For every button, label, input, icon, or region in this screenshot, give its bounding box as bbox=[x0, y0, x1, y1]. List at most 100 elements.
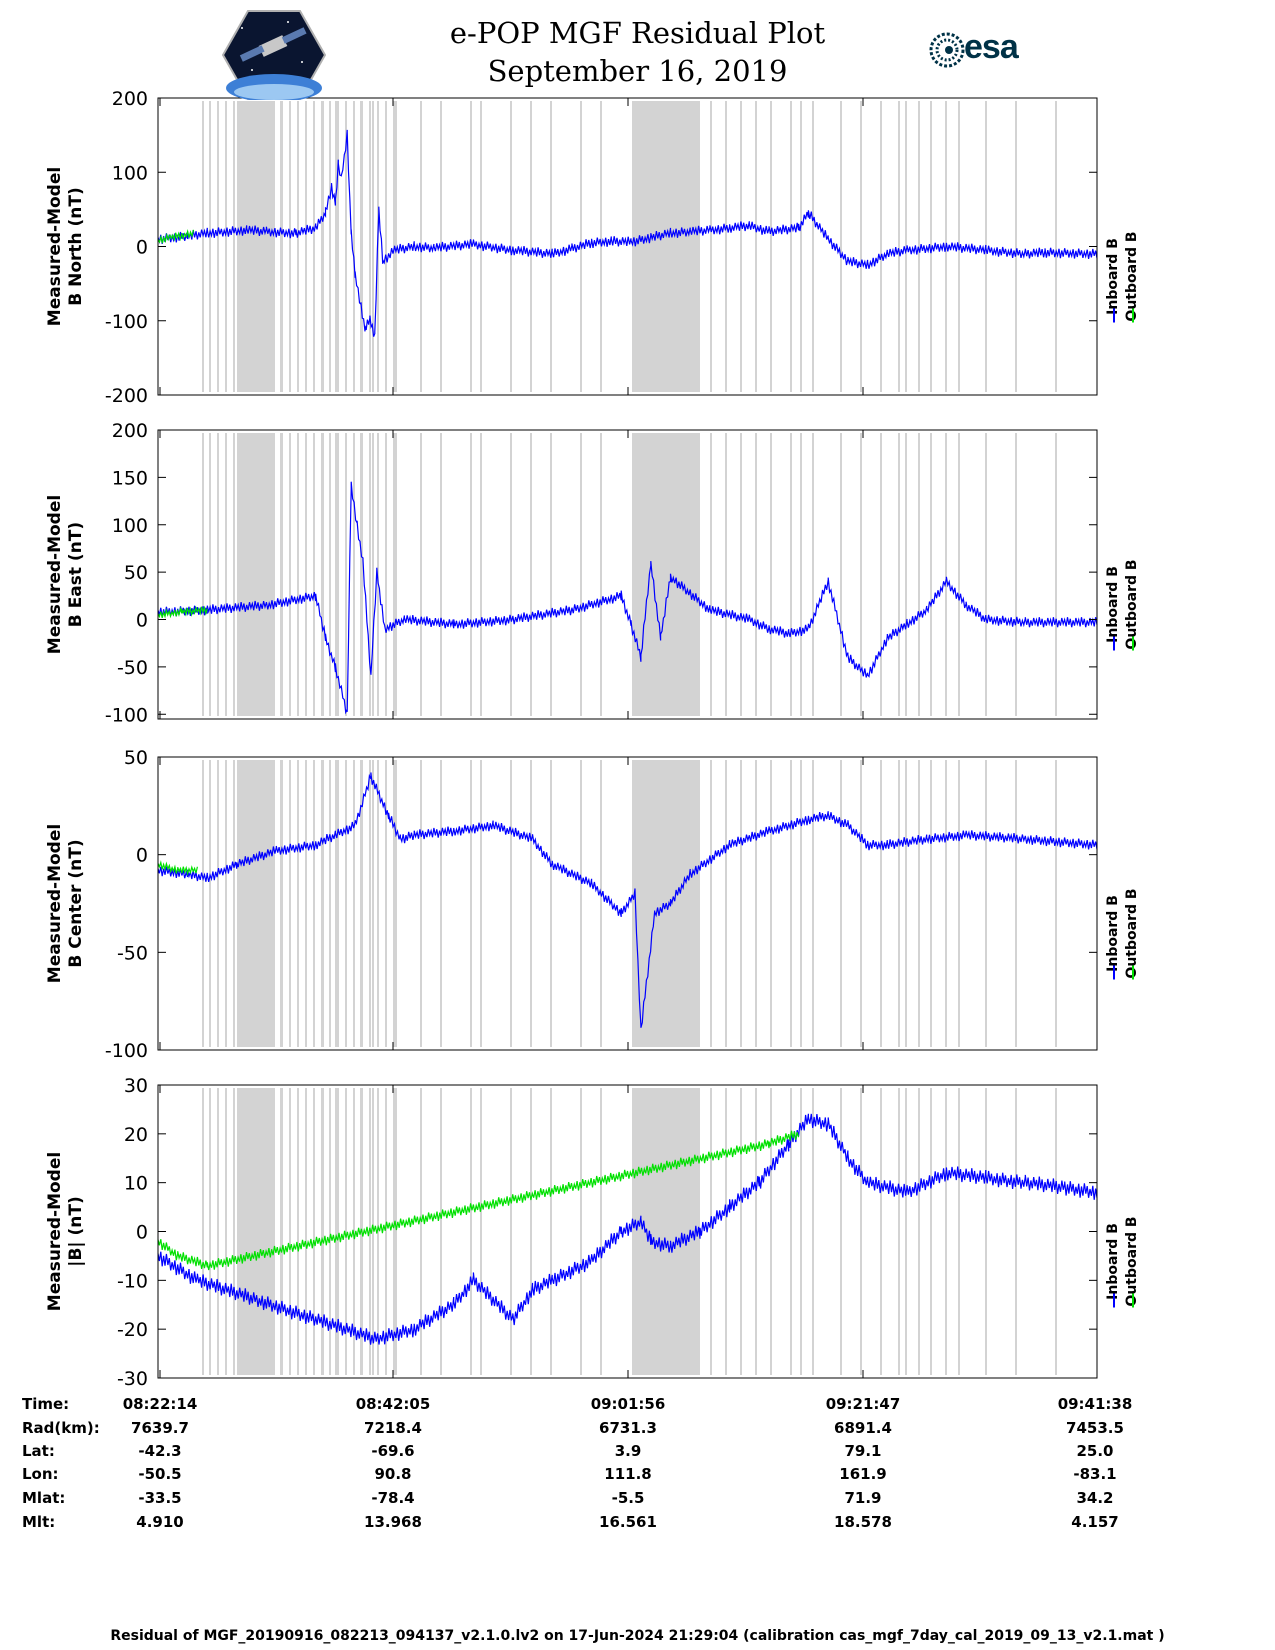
legend-inboard-label: Inboard B bbox=[1105, 566, 1121, 643]
data-gap-stripe bbox=[755, 433, 757, 716]
y-axis-label: Measured-ModelB East (nT) bbox=[45, 495, 86, 654]
data-gap-stripe bbox=[280, 760, 282, 1047]
data-gap-stripe bbox=[313, 1088, 315, 1375]
data-gap-stripe bbox=[369, 101, 371, 392]
data-gap-stripe bbox=[329, 1088, 331, 1375]
data-gap-stripe bbox=[898, 433, 900, 716]
data-gap-stripe bbox=[329, 760, 331, 1047]
data-gap-stripe bbox=[945, 433, 947, 716]
y-axis-label-line: Measured-Model bbox=[45, 824, 65, 983]
data-gap-stripe bbox=[233, 101, 235, 392]
table-cell: 90.8 bbox=[374, 1465, 411, 1483]
data-gap-block bbox=[237, 433, 273, 716]
data-gap-stripe bbox=[345, 101, 347, 392]
data-gap-stripe bbox=[322, 433, 324, 716]
data-gap-stripe bbox=[305, 101, 307, 392]
data-gap-stripe bbox=[945, 1088, 947, 1375]
data-gap-stripe bbox=[329, 433, 331, 716]
data-gap-stripe bbox=[740, 1088, 742, 1375]
data-gap-stripe bbox=[510, 101, 512, 392]
data-gap-stripe bbox=[372, 433, 374, 716]
data-gap-stripe bbox=[790, 101, 792, 392]
data-gap-stripe bbox=[225, 101, 227, 392]
legend-inboard-label: Inboard B bbox=[1105, 1223, 1121, 1300]
table-cell: 7218.4 bbox=[364, 1419, 422, 1437]
data-gap-stripe bbox=[550, 1088, 552, 1375]
data-gap-stripe bbox=[440, 433, 442, 716]
inboard-series-line bbox=[157, 772, 1098, 1028]
data-gap-stripe bbox=[790, 433, 792, 716]
table-cell: 13.968 bbox=[364, 1513, 422, 1531]
y-tick-label: 0 bbox=[136, 237, 148, 259]
y-tick-label: 50 bbox=[124, 747, 148, 769]
table-row-label: Lat: bbox=[22, 1442, 55, 1460]
table-cell: 79.1 bbox=[844, 1442, 881, 1460]
data-gap-stripe bbox=[958, 760, 960, 1047]
y-tick-label: -50 bbox=[117, 942, 148, 964]
data-gap-stripe bbox=[337, 101, 339, 392]
data-gap-stripe bbox=[1015, 101, 1017, 392]
data-gap-stripe bbox=[289, 760, 291, 1047]
data-gap-stripe bbox=[840, 433, 842, 716]
data-gap-stripe bbox=[918, 433, 920, 716]
data-gap-stripe bbox=[918, 760, 920, 1047]
data-gap-stripe bbox=[945, 760, 947, 1047]
data-gap-stripe bbox=[280, 101, 282, 392]
data-gap-stripe bbox=[770, 101, 772, 392]
data-gap-stripe bbox=[770, 760, 772, 1047]
data-gap-stripe bbox=[289, 1088, 291, 1375]
data-gap-stripe bbox=[470, 101, 472, 392]
data-gap-stripe bbox=[880, 101, 882, 392]
data-gap-stripe bbox=[395, 101, 397, 392]
y-tick-label: 100 bbox=[112, 162, 148, 184]
data-gap-stripe bbox=[305, 433, 307, 716]
data-gap-stripe bbox=[305, 760, 307, 1047]
data-gap-stripe bbox=[710, 433, 712, 716]
data-gap-stripe bbox=[898, 101, 900, 392]
data-gap-stripe bbox=[225, 1088, 227, 1375]
panel-4: 30 20 10 0 -10 -20 -30 Measured-Model|B| (nT) In… bbox=[45, 1075, 1140, 1390]
panel-1: 200 100 0 -100 -200 Measured-ModelB North (nT… bbox=[45, 88, 1140, 407]
y-tick-label: 0 bbox=[136, 1222, 148, 1244]
data-gap-stripe bbox=[322, 760, 324, 1047]
data-gap-stripe bbox=[930, 101, 932, 392]
data-gap-stripe bbox=[377, 760, 379, 1047]
data-gap-stripe bbox=[880, 1088, 882, 1375]
data-gap-block bbox=[237, 760, 273, 1047]
data-gap-stripe bbox=[289, 433, 291, 716]
data-gap-stripe bbox=[305, 1088, 307, 1375]
data-gap-stripe bbox=[510, 760, 512, 1047]
data-gap-stripe bbox=[755, 101, 757, 392]
data-gap-stripe bbox=[345, 760, 347, 1047]
data-gap-stripe bbox=[1055, 433, 1057, 716]
table-cell: -50.5 bbox=[138, 1465, 181, 1483]
data-gap-stripe bbox=[297, 101, 299, 392]
data-gap-stripe bbox=[202, 433, 204, 716]
y-tick-label: 100 bbox=[112, 515, 148, 537]
y-axis-label-line: |B| (nT) bbox=[66, 1196, 86, 1267]
title-line-2: September 16, 2019 bbox=[487, 54, 788, 88]
data-gap-block bbox=[237, 101, 273, 392]
data-gap-block bbox=[632, 433, 700, 716]
data-gap-stripe bbox=[918, 1088, 920, 1375]
outboard-series-line bbox=[157, 860, 198, 877]
table-cell: 6731.3 bbox=[599, 1419, 657, 1437]
data-gap-stripe bbox=[812, 1088, 814, 1375]
data-gap-stripe bbox=[840, 760, 842, 1047]
data-gap-stripe bbox=[930, 1088, 932, 1375]
y-tick-label: -100 bbox=[105, 311, 148, 333]
data-gap-stripe bbox=[725, 101, 727, 392]
data-gap-stripe bbox=[985, 1088, 987, 1375]
y-axis-label: Measured-Model|B| (nT) bbox=[45, 1152, 86, 1311]
data-gap-stripe bbox=[985, 760, 987, 1047]
data-gap-stripe bbox=[580, 760, 582, 1047]
data-gap-stripe bbox=[880, 433, 882, 716]
data-gap-stripe bbox=[329, 101, 331, 392]
table-cell: -5.5 bbox=[612, 1489, 645, 1507]
data-gap-stripe bbox=[369, 760, 371, 1047]
data-gap-stripe bbox=[812, 760, 814, 1047]
table-cell: 7639.7 bbox=[131, 1419, 189, 1437]
data-gap-stripe bbox=[297, 760, 299, 1047]
y-axis-label-line: B North (nT) bbox=[66, 187, 86, 306]
